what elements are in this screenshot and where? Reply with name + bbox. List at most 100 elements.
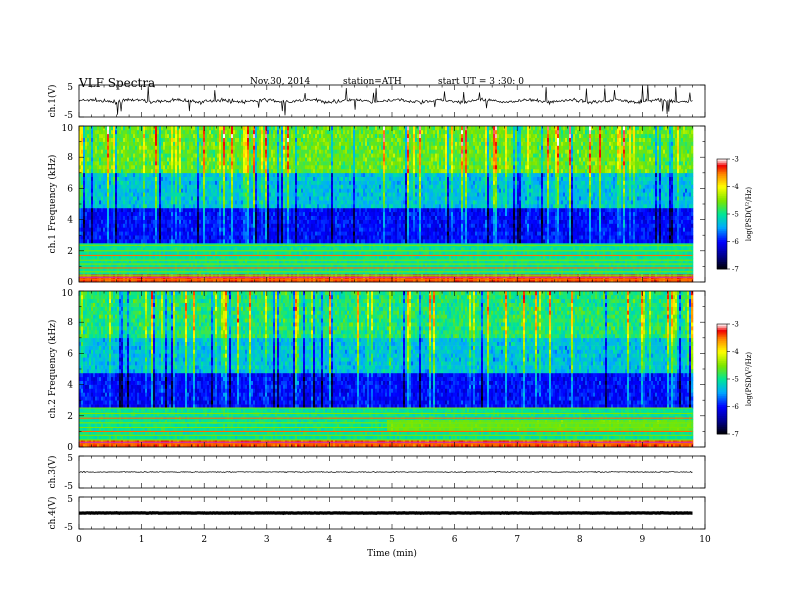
spectrogram-cell (81, 153, 83, 157)
spectrogram-cell (161, 231, 163, 235)
spectrogram-cell (193, 216, 195, 220)
spectrogram-cell (171, 149, 173, 153)
spectrogram-cell (245, 126, 247, 130)
spectrogram-cell (195, 173, 197, 177)
spectrogram-cell (219, 200, 221, 204)
spectrogram-cell (83, 142, 85, 146)
spectrogram-cell (205, 216, 207, 220)
spectrogram-cell (129, 200, 131, 204)
spectrogram-cell (183, 220, 185, 224)
spectrogram-cell (299, 227, 301, 231)
spectrogram-cell (261, 185, 263, 189)
spectrogram-cell (233, 185, 235, 189)
spectrogram-cell (215, 138, 217, 142)
spectrogram-cell (163, 212, 165, 216)
spectrogram-cell (127, 142, 129, 146)
spectrogram-cell (115, 235, 117, 239)
spectrogram-cell (107, 251, 109, 255)
spectrogram-cell (125, 185, 127, 189)
spectrogram-cell (297, 231, 299, 235)
spectrogram-cell (249, 142, 251, 146)
spectrogram-cell (177, 134, 179, 138)
spectrogram-cell (123, 212, 125, 216)
spectrogram-cell (183, 204, 185, 208)
spectrogram-cell (127, 204, 129, 208)
spectrogram-cell (169, 142, 171, 146)
spectrogram-cell (85, 138, 87, 142)
spectrogram-cell (235, 126, 237, 130)
spectrogram-cell (113, 134, 115, 138)
spectrogram-cell (181, 173, 183, 177)
spectrogram-cell (293, 204, 295, 208)
spectrogram-cell (237, 185, 239, 189)
spectrogram-cell (135, 235, 137, 239)
spectrogram-cell (275, 153, 277, 157)
spectrogram-cell (103, 142, 105, 146)
spectrogram-cell (185, 165, 187, 169)
spectrogram-cell (123, 149, 125, 153)
spectrogram-cell (225, 231, 227, 235)
spectrogram-cell (127, 227, 129, 231)
spectrogram-cell (191, 212, 193, 216)
spectrogram-cell (183, 149, 185, 153)
spectrogram-cell (215, 181, 217, 185)
spectrogram-cell (129, 165, 131, 169)
spectrogram-cell (207, 142, 209, 146)
spectrogram-cell (83, 212, 85, 216)
spectrogram-cell (315, 224, 317, 228)
spectrogram-cell (229, 185, 231, 189)
spectrogram-cell (111, 200, 113, 204)
spectrogram-cell (291, 204, 293, 208)
spectrogram-cell (253, 138, 255, 142)
spectrogram-cell (281, 196, 283, 200)
spectrogram-cell (163, 181, 165, 185)
spectrogram-cell (287, 149, 289, 153)
spectrogram-cell (123, 130, 125, 134)
spectrogram-cell (207, 181, 209, 185)
spectrogram-cell (103, 165, 105, 169)
spectrogram-cell (225, 177, 227, 181)
spectrogram-cell (259, 239, 261, 243)
spectrogram-cell (173, 224, 175, 228)
spectrogram-cell (83, 146, 85, 150)
spectrogram-cell (227, 130, 229, 134)
spectrogram-cell (305, 157, 307, 161)
spectrogram-cell (223, 204, 225, 208)
spectrogram-cell (289, 130, 291, 134)
spectrogram-cell (99, 153, 101, 157)
spectrogram-cell (159, 177, 161, 181)
spectrogram-cell (307, 235, 309, 239)
spectrogram-cell (123, 134, 125, 138)
spectrogram-cell (231, 208, 233, 212)
spectrogram-cell (269, 239, 271, 243)
spectrogram-cell (81, 157, 83, 161)
spectrogram-cell (123, 231, 125, 235)
spectrogram-cell (313, 231, 315, 235)
spectrogram-cell (233, 239, 235, 243)
spectrogram-cell (119, 149, 121, 153)
spectrogram-cell (237, 212, 239, 216)
spectrogram-cell (215, 204, 217, 208)
spectrogram-cell (169, 208, 171, 212)
spectrogram-cell (263, 220, 265, 224)
spectrogram-cell (81, 235, 83, 239)
spectrogram-cell (193, 196, 195, 200)
spectrogram-cell (235, 224, 237, 228)
spectrogram-cell (129, 161, 131, 165)
spectrogram-cell (147, 235, 149, 239)
spectrogram-cell (125, 251, 127, 255)
spectrogram-cell (235, 192, 237, 196)
spectrogram-cell (313, 200, 315, 204)
spectrogram-cell (101, 138, 103, 142)
spectrogram-cell (303, 157, 305, 161)
spectrogram-cell (201, 227, 203, 231)
spectrogram-cell (237, 181, 239, 185)
spectrogram-cell (239, 161, 241, 165)
spectrogram-cell (169, 196, 171, 200)
spectrogram-cell (219, 224, 221, 228)
spectrogram-cell (97, 196, 99, 200)
spectrogram-cell (83, 173, 85, 177)
spectrogram-cell (317, 204, 319, 208)
spectrogram-cell (287, 251, 289, 255)
spectrogram-cell (253, 146, 255, 150)
